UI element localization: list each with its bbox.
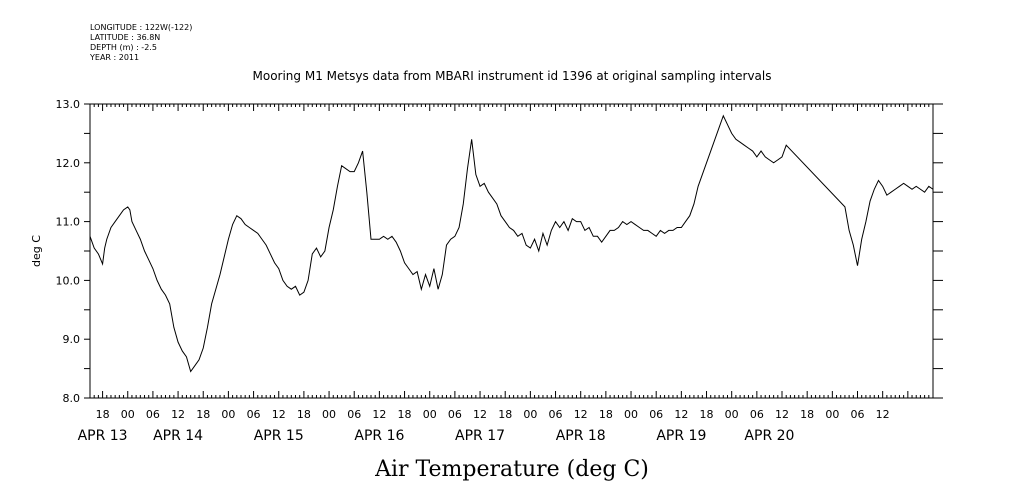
date-label: APR 17 [455, 428, 505, 444]
x-tick-label: 00 [121, 408, 135, 421]
x-tick-label: 06 [649, 408, 663, 421]
x-tick-label: 18 [96, 408, 110, 421]
meta-year: YEAR : 2011 [89, 53, 139, 62]
meta-depth: DEPTH (m) : -2.5 [90, 43, 157, 52]
x-tick-label: 18 [700, 408, 714, 421]
x-tick-label: 00 [322, 408, 336, 421]
x-tick-label: 00 [221, 408, 235, 421]
series-line [89, 114, 934, 373]
x-tick-label: 00 [523, 408, 537, 421]
x-tick-label: 12 [272, 408, 286, 421]
x-tick-label: 18 [599, 408, 613, 421]
y-tick-labels: 8.0 9.0 10.0 11.0 12.0 13.0 [56, 98, 81, 405]
date-label: APR 13 [78, 428, 128, 444]
y-tick-label: 8.0 [63, 392, 81, 405]
y-tick-label: 13.0 [56, 98, 81, 111]
x-tick-label: 18 [498, 408, 512, 421]
y-tick-label: 9.0 [63, 333, 81, 346]
y-axis-label: deg C [30, 235, 43, 267]
date-label: APR 14 [153, 428, 203, 444]
date-label: APR 19 [656, 428, 706, 444]
y-tick-label: 10.0 [56, 274, 81, 287]
x-tick-label: 06 [448, 408, 462, 421]
x-tick-label: 06 [851, 408, 865, 421]
x-tick-label: 12 [876, 408, 890, 421]
x-tick-label: 00 [825, 408, 839, 421]
date-label: APR 15 [254, 428, 304, 444]
x-tick-label: 06 [750, 408, 764, 421]
meta-longitude: LONGITUDE : 122W(-122) [90, 23, 192, 32]
x-tick-labels: 18 00 06 12 18 00 06 12 18 00 06 12 18 00 06 12 18 00 06 12… [96, 408, 890, 421]
x-tick-label: 00 [725, 408, 739, 421]
x-tick-label: 18 [297, 408, 311, 421]
x-tick-label: 18 [196, 408, 210, 421]
plot-frame [89, 103, 934, 399]
x-tick-label: 12 [171, 408, 185, 421]
y-tick-label: 11.0 [56, 216, 81, 229]
date-label: APR 16 [354, 428, 404, 444]
y-tick-label: 12.0 [56, 157, 81, 170]
date-labels: APR 13 APR 14 APR 15 APR 16 APR 17 APR 18 APR … [78, 428, 795, 444]
x-tick-label: 06 [549, 408, 563, 421]
meta-latitude: LATITUDE : 36.8N [90, 33, 160, 42]
x-tick-label: 12 [372, 408, 386, 421]
x-tick-label: 12 [674, 408, 688, 421]
x-tick-label: 06 [247, 408, 261, 421]
x-tick-label: 18 [398, 408, 412, 421]
chart-title: Mooring M1 Metsys data from MBARI instru… [253, 69, 772, 83]
x-axis-label: Air Temperature (deg C) [374, 457, 649, 482]
date-label: APR 20 [744, 428, 794, 444]
x-tick-label: 12 [473, 408, 487, 421]
x-tick-label: 12 [574, 408, 588, 421]
x-tick-label: 00 [624, 408, 638, 421]
x-tick-label: 12 [775, 408, 789, 421]
date-label: APR 18 [556, 428, 606, 444]
x-tick-label: 00 [423, 408, 437, 421]
tick-layer [84, 103, 943, 399]
header-meta: LONGITUDE : 122W(-122) LATITUDE : 36.8N … [89, 23, 192, 62]
x-tick-label: 18 [800, 408, 814, 421]
x-tick-label: 06 [146, 408, 160, 421]
x-tick-label: 06 [347, 408, 361, 421]
